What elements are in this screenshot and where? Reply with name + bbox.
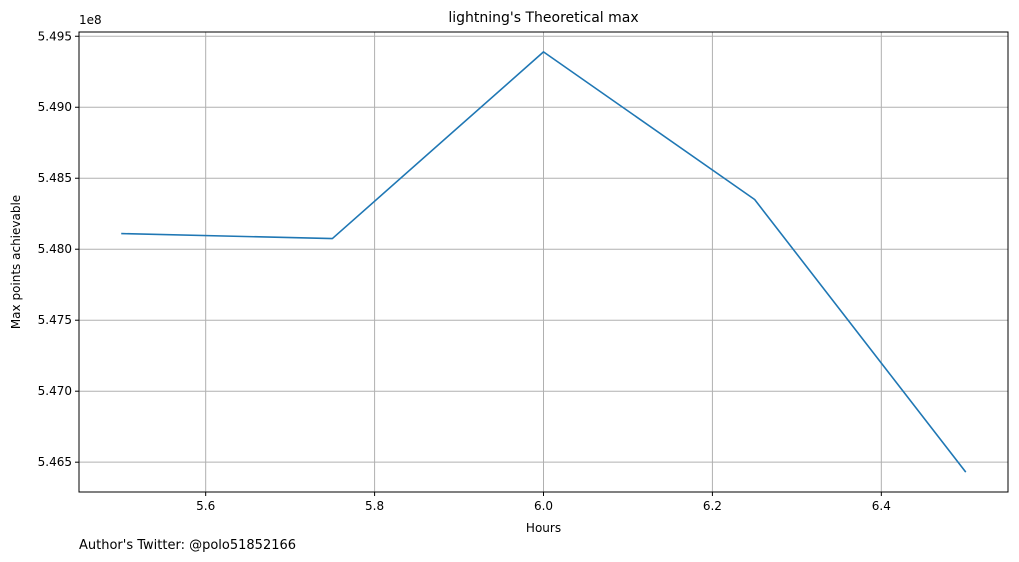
y-tick-label: 5.475 (38, 313, 72, 327)
y-tick-label: 5.495 (38, 29, 72, 43)
y-axis-label: Max points achievable (9, 195, 23, 329)
x-tick-label: 6.0 (534, 499, 553, 513)
y-tick-label: 5.470 (38, 384, 72, 398)
x-tick-label: 5.6 (196, 499, 215, 513)
author-credit: Author's Twitter: @polo51852166 (79, 538, 297, 553)
grid-lines (79, 32, 1008, 492)
series-line (121, 51, 967, 473)
x-tick-label: 6.2 (703, 499, 722, 513)
x-axis-label: Hours (526, 521, 561, 535)
x-tick-label: 6.4 (872, 499, 891, 513)
x-tick-label: 5.8 (365, 499, 384, 513)
chart-title: lightning's Theoretical max (448, 10, 638, 26)
y-axis-ticks: 5.465 5.470 5.475 5.480 5.485 5.490 5.495 (38, 29, 79, 469)
y-offset-label: 1e8 (79, 13, 102, 27)
y-tick-label: 5.480 (38, 242, 72, 256)
y-tick-label: 5.490 (38, 100, 72, 114)
x-axis-ticks: 5.6 5.8 6.0 6.2 6.4 (196, 492, 891, 513)
y-tick-label: 5.485 (38, 171, 72, 185)
y-tick-label: 5.465 (38, 455, 72, 469)
series-layer (121, 51, 967, 473)
